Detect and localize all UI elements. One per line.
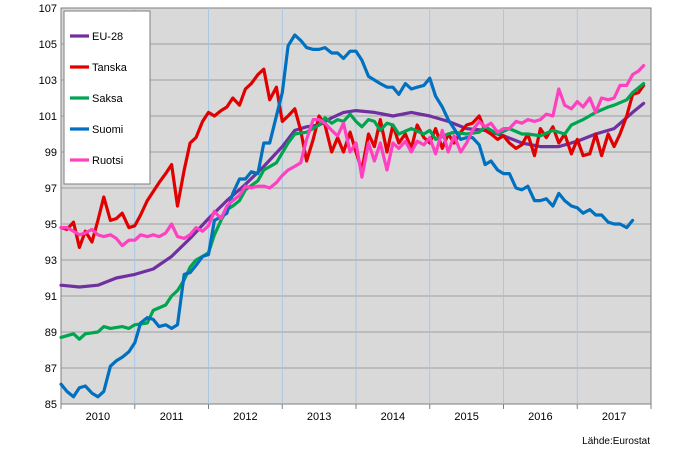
x-tick-label: 2016 [528, 411, 552, 423]
series-line-ruotsi [59, 63, 646, 248]
y-tick-label: 99 [45, 147, 57, 159]
y-tick-label: 87 [45, 363, 57, 375]
x-tick-label: 2015 [454, 411, 478, 423]
source-label: Lähde:Eurostat [582, 436, 650, 447]
series-line-eu-28 [59, 101, 646, 289]
y-tick-label: 105 [39, 39, 57, 51]
y-tick-label: 101 [39, 111, 57, 123]
y-tick-label: 97 [45, 183, 57, 195]
legend-entries: EU-28 Tanska Saksa Suomi Ruotsi [70, 31, 128, 167]
x-tick-label: 2014 [381, 411, 405, 423]
y-tick-label: 93 [45, 255, 57, 267]
x-tick-label: 2011 [160, 411, 184, 423]
series-line-tanska [59, 67, 646, 249]
grid-lines [60, 8, 652, 409]
legend-label: Ruotsi [92, 155, 123, 167]
x-tick-label: 2017 [602, 411, 626, 423]
legend: EU-28 Tanska Saksa Suomi Ruotsi [63, 10, 151, 185]
x-tick-label: 2010 [86, 411, 110, 423]
legend-label: Suomi [92, 124, 123, 136]
y-tick-label: 103 [39, 75, 57, 87]
y-tick-label: 89 [45, 327, 57, 339]
y-tick-label: 91 [45, 291, 57, 303]
x-tick-label: 2013 [307, 411, 331, 423]
series-line-suomi [59, 33, 635, 399]
series-line-saksa [59, 81, 646, 341]
legend-label: Tanska [92, 62, 128, 74]
legend-label: Saksa [92, 93, 123, 105]
y-tick-label: 107 [39, 3, 57, 15]
series-lines [59, 33, 646, 399]
legend-label: EU-28 [92, 31, 123, 43]
y-tick-label: 95 [45, 219, 57, 231]
x-tick-label: 2012 [233, 411, 257, 423]
y-tick-label: 85 [45, 399, 57, 411]
axis-labels: 85 87 89 91 93 95 97 99 101 103 105 107 2010 2011 2012… [39, 3, 627, 423]
